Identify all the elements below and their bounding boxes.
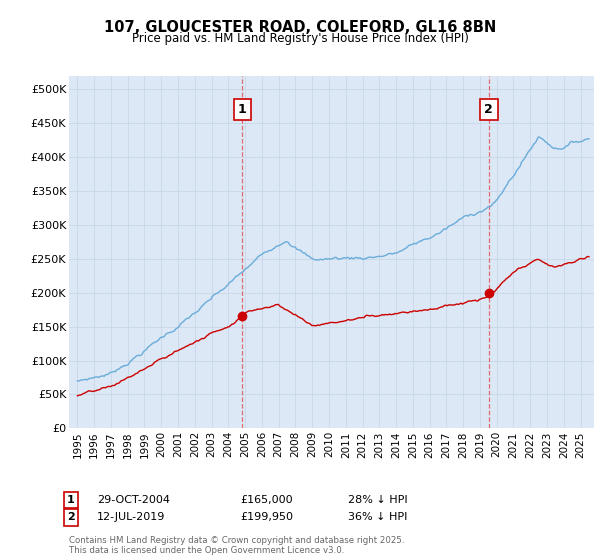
Text: 2: 2	[67, 512, 74, 522]
Text: 36% ↓ HPI: 36% ↓ HPI	[348, 512, 407, 522]
Text: 1: 1	[238, 103, 247, 116]
Text: 107, GLOUCESTER ROAD, COLEFORD, GL16 8BN: 107, GLOUCESTER ROAD, COLEFORD, GL16 8BN	[104, 20, 496, 35]
Text: 1: 1	[67, 495, 74, 505]
Text: Contains HM Land Registry data © Crown copyright and database right 2025.
This d: Contains HM Land Registry data © Crown c…	[69, 536, 404, 555]
Text: £199,950: £199,950	[240, 512, 293, 522]
Text: 28% ↓ HPI: 28% ↓ HPI	[348, 495, 407, 505]
Text: Price paid vs. HM Land Registry's House Price Index (HPI): Price paid vs. HM Land Registry's House …	[131, 32, 469, 45]
Text: 12-JUL-2019: 12-JUL-2019	[97, 512, 166, 522]
Text: 29-OCT-2004: 29-OCT-2004	[97, 495, 170, 505]
Text: £165,000: £165,000	[240, 495, 293, 505]
Text: 2: 2	[484, 103, 493, 116]
